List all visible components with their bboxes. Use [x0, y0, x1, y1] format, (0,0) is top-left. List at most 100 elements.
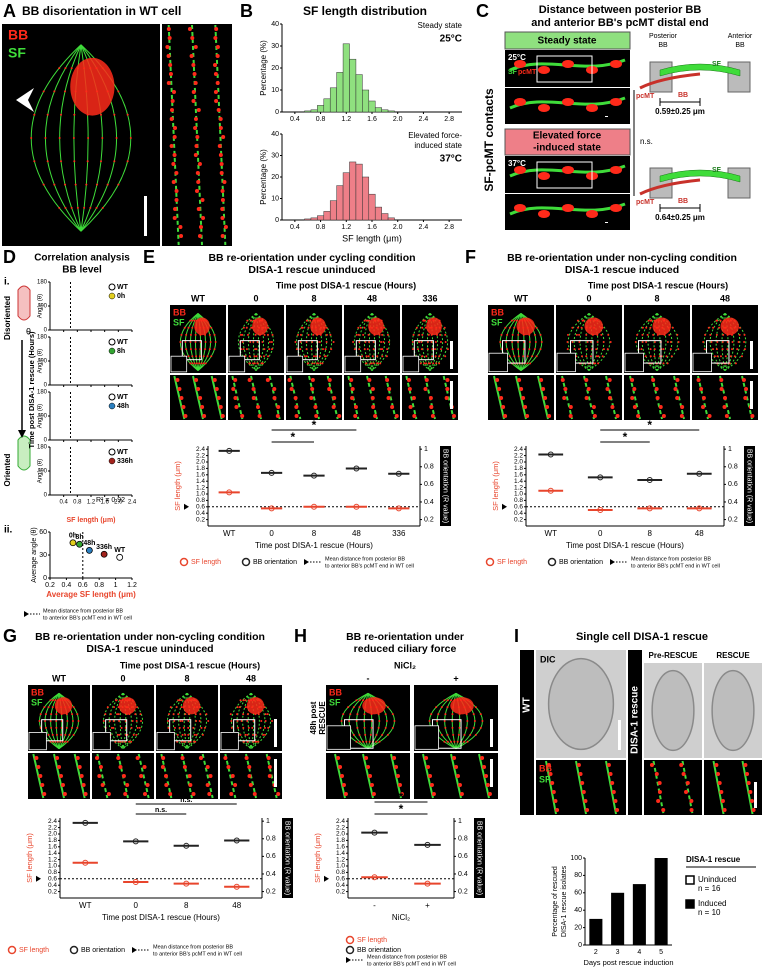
legend-swatch — [685, 875, 695, 885]
basal-body — [383, 326, 386, 329]
y-tick-label: 0.6 — [336, 876, 345, 883]
label: 25°C — [440, 34, 462, 45]
basal-body — [194, 740, 197, 743]
cilia-row — [250, 692, 266, 750]
label: Posterior — [649, 33, 678, 40]
basal-body — [440, 348, 443, 351]
label: reduced ciliary force — [354, 643, 457, 655]
basal-body — [576, 319, 579, 322]
basal-body — [180, 699, 183, 702]
basal-body — [538, 66, 550, 74]
basal-body — [197, 162, 202, 166]
basal-body — [362, 333, 365, 336]
basal-body — [303, 355, 306, 358]
basal-body — [517, 341, 520, 343]
basal-body — [384, 713, 387, 716]
basal-body — [203, 726, 206, 729]
inset — [170, 355, 188, 373]
basal-body — [173, 726, 176, 729]
basal-body — [372, 341, 375, 343]
basal-body — [583, 799, 588, 803]
y-tick-label: 60 — [574, 890, 582, 897]
zoom-box — [233, 719, 256, 742]
label: BB — [8, 27, 28, 43]
basal-body — [200, 726, 203, 729]
basal-body — [244, 706, 247, 709]
basal-body — [562, 166, 574, 174]
basal-body — [172, 90, 177, 94]
basal-body — [563, 387, 568, 391]
basal-body — [247, 765, 252, 769]
basal-body — [100, 783, 105, 787]
basal-body — [673, 387, 678, 391]
basal-body — [506, 348, 509, 351]
label: RESCUE — [716, 651, 750, 660]
basal-body — [352, 733, 355, 736]
inset — [92, 732, 111, 751]
y-tick-label: 1.2 — [336, 856, 345, 863]
bar — [362, 89, 370, 113]
basal-body — [715, 319, 718, 322]
label: BB — [539, 763, 552, 773]
label: pcMT — [636, 199, 655, 206]
basal-body — [272, 387, 277, 391]
label: 336 — [422, 293, 437, 303]
basal-body — [586, 104, 598, 112]
label: 8h — [75, 534, 83, 541]
legend-reference — [304, 559, 309, 565]
basal-body — [193, 117, 198, 121]
basal-body — [236, 720, 239, 722]
zoom-box — [536, 161, 593, 189]
label: Oriented — [3, 453, 12, 486]
basal-body — [187, 726, 190, 729]
basal-body — [349, 713, 352, 716]
basal-body — [58, 137, 61, 139]
y-tick-label: 1.6 — [336, 844, 345, 851]
basal-body — [358, 348, 361, 351]
y-tick-label: 1.6 — [48, 844, 57, 851]
basal-body — [246, 333, 249, 336]
cilia-row — [201, 753, 214, 799]
basal-body — [356, 713, 359, 716]
basal-body — [356, 726, 359, 729]
basal-body — [372, 348, 375, 351]
y-tick-label: 1.8 — [514, 465, 523, 472]
cilia-row — [250, 375, 262, 420]
basal-body — [670, 355, 673, 358]
label: Time post DISA-1 rescue (Hours) — [120, 660, 260, 670]
x-tick-label: 0.4 — [59, 500, 68, 506]
basal-body — [246, 740, 249, 743]
basal-body — [255, 405, 260, 409]
basal-body — [136, 726, 139, 729]
label: * — [399, 802, 404, 816]
y-tick-label: 2.0 — [514, 459, 523, 466]
basal-body — [504, 326, 507, 329]
basal-body — [207, 720, 210, 722]
basal-body — [253, 362, 256, 365]
basal-body — [191, 792, 196, 796]
cilia-row — [579, 313, 590, 371]
basal-body — [44, 713, 47, 716]
basal-body — [99, 113, 102, 116]
basal-body — [125, 783, 130, 787]
basal-body — [212, 63, 217, 67]
legend-marker — [108, 347, 116, 355]
basal-body — [114, 740, 117, 743]
cilia-row — [186, 693, 191, 749]
basal-body — [325, 341, 328, 343]
basal-body — [327, 378, 332, 382]
basal-body — [366, 765, 371, 769]
y-tick-label: 2.0 — [48, 831, 57, 838]
label: 0 — [120, 673, 125, 683]
basal-body — [271, 720, 274, 722]
basal-body — [497, 387, 502, 391]
basal-body — [193, 733, 196, 736]
basal-body — [214, 27, 219, 31]
y-tick-label: 1.4 — [196, 478, 205, 485]
basal-body — [171, 180, 176, 184]
basal-body — [215, 45, 220, 49]
basal-body — [722, 333, 725, 336]
basal-body — [378, 720, 381, 722]
basal-body — [578, 772, 583, 776]
basal-body — [97, 774, 102, 778]
